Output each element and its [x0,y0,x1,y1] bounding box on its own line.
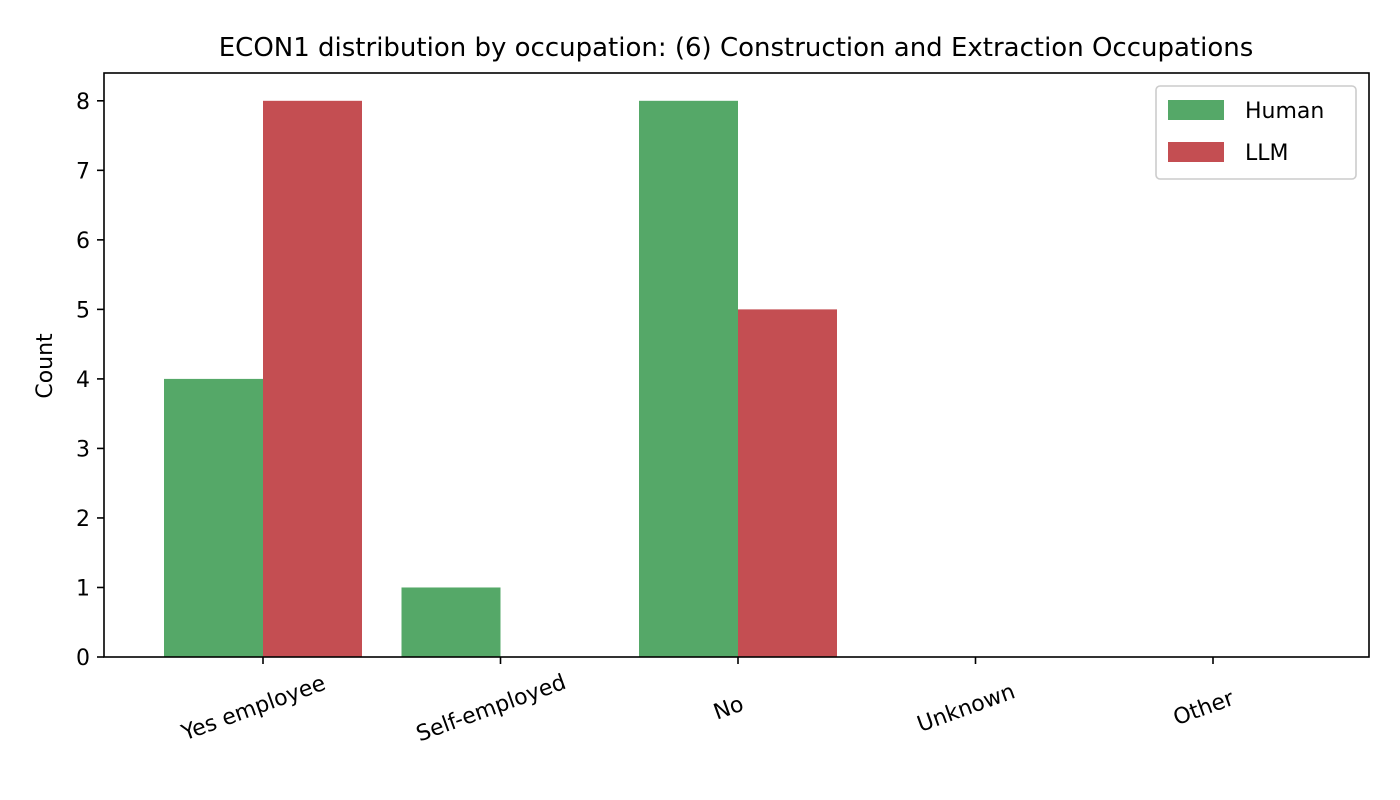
y-tick-label: 5 [76,298,90,323]
y-tick-label: 2 [76,507,90,532]
bar-human-self-employed [401,587,501,657]
y-tick-label: 6 [76,229,90,254]
bar-llm-yes-employee [263,100,362,658]
x-tick-label: Self-employed [413,670,569,747]
bar-human-no [639,100,738,658]
legend-swatch-llm [1168,142,1224,162]
x-tick-label: No [710,692,747,726]
y-tick-label: 3 [76,437,90,462]
y-tick-label: 1 [76,576,90,601]
x-tick-label: Unknown [914,679,1019,737]
x-tick-label: Other [1170,686,1238,731]
x-axis-ticks: Yes employee Self-employed No Unknown Other [178,657,1238,747]
legend: Human LLM [1155,85,1357,180]
plot-area-frame [103,72,1370,658]
bars-group [164,100,837,658]
y-tick-label: 8 [76,90,90,115]
legend-label-llm: LLM [1245,141,1289,166]
y-tick-label: 4 [76,368,90,393]
y-axis-label: Count [33,333,58,399]
legend-label-human: Human [1245,99,1324,124]
y-axis-ticks: 0 1 2 3 4 5 6 7 8 [76,90,104,671]
y-tick-label: 7 [76,159,90,184]
bar-human-yes-employee [164,378,263,657]
chart-title: ECON1 distribution by occupation: (6) Co… [219,33,1254,63]
x-tick-label: Yes employee [178,671,329,747]
bar-llm-no [738,309,837,657]
y-tick-label: 0 [76,646,90,671]
legend-swatch-human [1168,100,1224,120]
